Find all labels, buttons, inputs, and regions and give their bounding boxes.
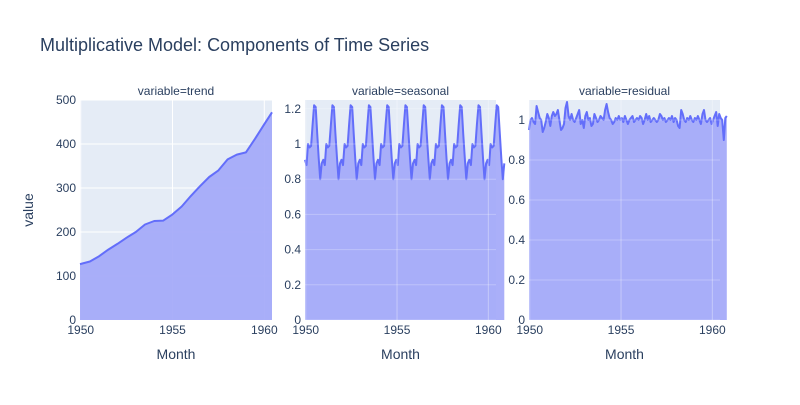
y-tick-label: 0.8	[508, 153, 525, 167]
chart-title: Multiplicative Model: Components of Time…	[40, 35, 429, 55]
y-tick-label: 0.6	[284, 207, 301, 221]
x-tick-label: 1955	[159, 323, 186, 337]
series-line-1	[79, 111, 273, 266]
x-tick-label: 1960	[699, 323, 726, 337]
x-tick-label: 1950	[516, 323, 543, 337]
x-tick-label: 1960	[251, 323, 278, 337]
facet-label-1: variable=trend	[138, 84, 214, 98]
x-axis-title-1: Month	[157, 346, 196, 362]
y-axis-title: value	[20, 193, 36, 227]
y-tick-label: 0.8	[284, 172, 301, 186]
x-tick-label: 1955	[384, 323, 411, 337]
series-line-3	[528, 101, 728, 141]
y-tick-label: 0.4	[508, 233, 525, 247]
y-tick-label: 300	[56, 181, 76, 195]
x-axis-title-3: Month	[605, 346, 644, 362]
x-tick-label: 1950	[292, 323, 319, 337]
y-tick-label: 0	[294, 313, 301, 327]
facet-label-2: variable=seasonal	[352, 84, 449, 98]
y-tick-label: 0	[69, 313, 76, 327]
series-line-2	[304, 104, 506, 181]
y-tick-label: 1	[518, 113, 525, 127]
y-tick-label: 100	[56, 269, 76, 283]
y-tick-label: 1.2	[284, 102, 301, 116]
y-tick-label: 200	[56, 225, 76, 239]
y-tick-label: 0.4	[284, 243, 301, 257]
x-tick-label: 1960	[475, 323, 502, 337]
y-tick-label: 0.2	[284, 278, 301, 292]
x-axis-title-2: Month	[381, 346, 420, 362]
y-tick-label: 500	[56, 93, 76, 107]
y-tick-label: 0.2	[508, 273, 525, 287]
facet-label-3: variable=residual	[579, 84, 670, 98]
y-tick-label: 1	[294, 137, 301, 151]
y-tick-label: 0.6	[508, 193, 525, 207]
y-tick-label: 400	[56, 137, 76, 151]
series-area-3	[529, 102, 727, 320]
y-tick-label: 0	[518, 313, 525, 327]
x-tick-label: 1950	[67, 323, 94, 337]
x-tick-label: 1955	[608, 323, 635, 337]
